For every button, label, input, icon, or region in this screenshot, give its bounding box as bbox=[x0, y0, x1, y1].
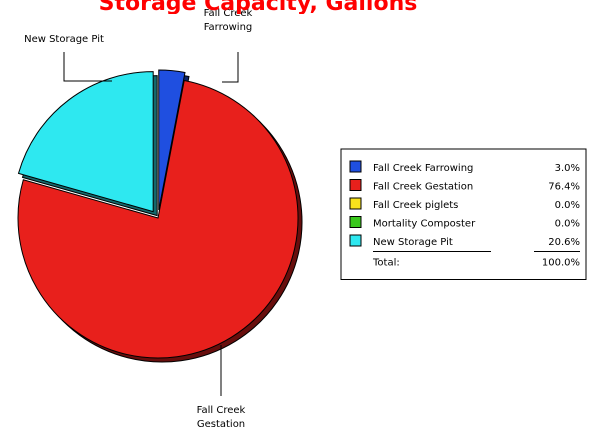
pie-slice-new-storage-pit bbox=[17, 71, 154, 213]
callout-label-fall-creek-gestation: Gestation bbox=[197, 419, 245, 430]
legend-swatch-fall-creek-piglets bbox=[349, 197, 362, 210]
legend-label-fall-creek-piglets: Fall Creek piglets bbox=[373, 200, 458, 211]
legend-total-label: Total: bbox=[372, 258, 400, 269]
legend-value-fall-creek-gestation: 76.4% bbox=[548, 182, 580, 193]
pie-slices bbox=[17, 69, 303, 363]
legend-total-value: 100.0% bbox=[542, 258, 580, 269]
legend-swatch-fall-creek-farrowing bbox=[349, 160, 362, 173]
callout-label-fall-creek-farrowing: Fall Creek bbox=[204, 8, 253, 19]
legend-label-fall-creek-gestation: Fall Creek Gestation bbox=[373, 182, 473, 193]
legend-value-fall-creek-farrowing: 3.0% bbox=[555, 163, 580, 174]
callout-line-fall-creek-farrowing bbox=[222, 52, 239, 83]
legend-swatch-fall-creek-gestation bbox=[349, 179, 362, 191]
legend-label-fall-creek-farrowing: Fall Creek Farrowing bbox=[373, 163, 473, 174]
legend-value-new-storage-pit: 20.6% bbox=[548, 237, 580, 248]
chart-title: Storage Capacity, Gallons bbox=[99, 0, 418, 16]
callout-line-new-storage-pit bbox=[63, 52, 112, 82]
legend-label-new-storage-pit: New Storage Pit bbox=[373, 237, 453, 248]
legend-box bbox=[340, 148, 587, 280]
legend: Fall Creek Farrowing 3.0% Fall Creek Gesta… bbox=[340, 148, 587, 280]
pie-slice-fall-creek-gestation bbox=[17, 79, 299, 359]
pie-slice-fall-creek-farrowing bbox=[158, 69, 186, 211]
legend-label-mortality-composter: Mortality Composter bbox=[373, 219, 476, 230]
callout-label-fall-creek-gestation: Fall Creek bbox=[197, 405, 246, 416]
callouts: Fall Creek Farrowing Fall Creek Gestation Ne… bbox=[24, 8, 252, 430]
legend-value-fall-creek-piglets: 0.0% bbox=[555, 200, 580, 211]
callout-label-new-storage-pit: New Storage Pit bbox=[24, 34, 104, 45]
legend-swatch-new-storage-pit bbox=[349, 234, 362, 247]
callout-label-fall-creek-farrowing: Farrowing bbox=[204, 22, 253, 33]
legend-swatch-mortality-composter bbox=[349, 216, 362, 228]
legend-value-mortality-composter: 0.0% bbox=[555, 219, 580, 230]
